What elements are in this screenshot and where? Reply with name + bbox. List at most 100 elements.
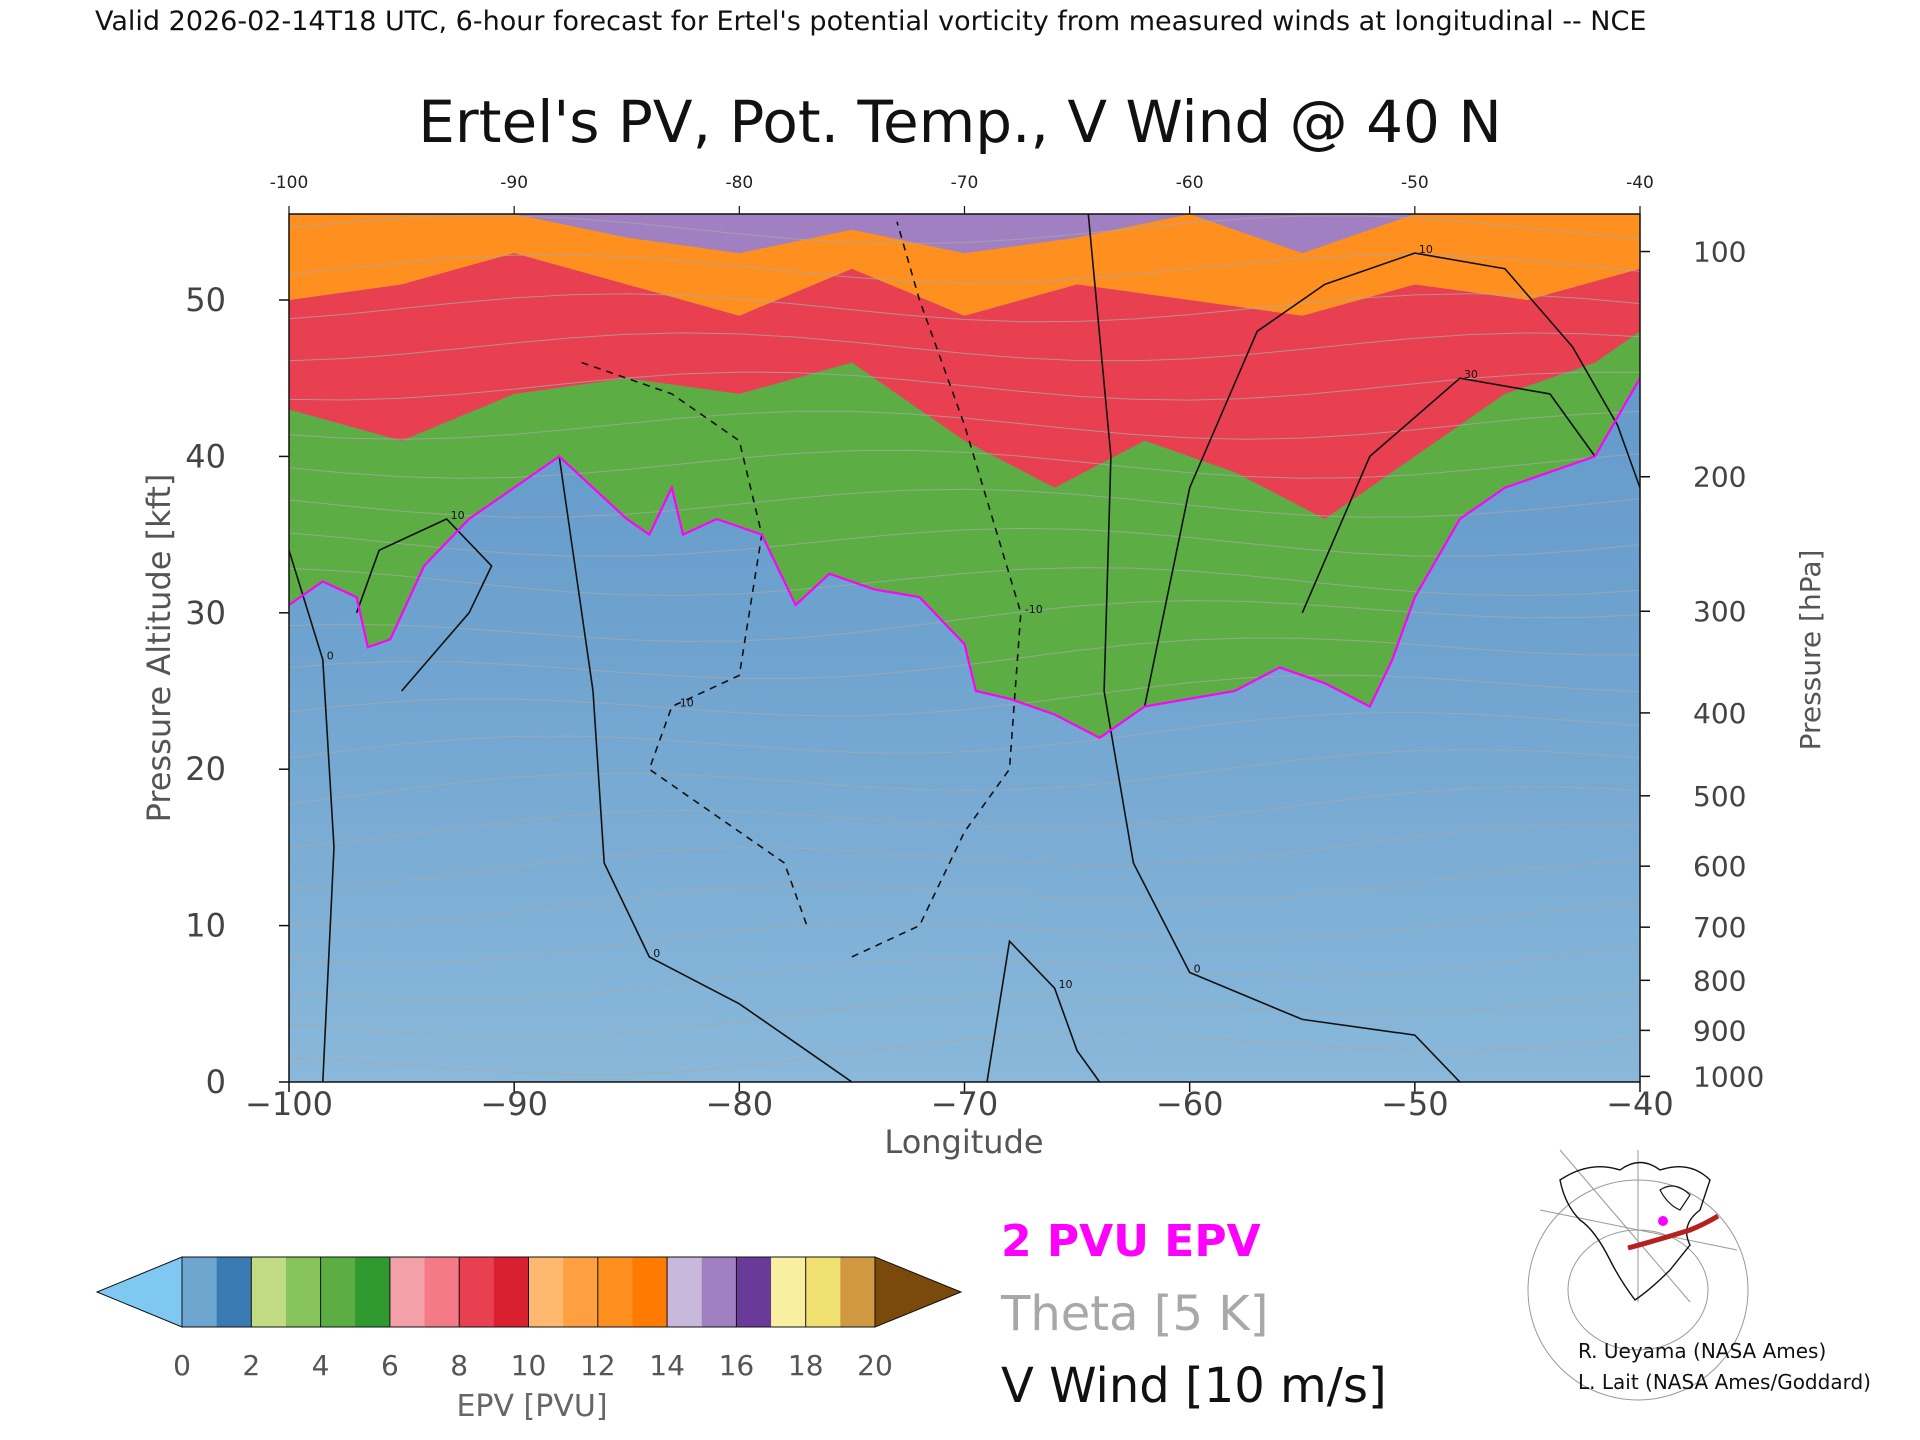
colorbar-tick-label: 4 [312, 1349, 330, 1382]
v-wind-contour-label: -10 [1025, 603, 1043, 616]
top-tick-label: -80 [725, 173, 753, 193]
colorbar-label: EPV [PVU] [456, 1389, 607, 1424]
colorbar-tick-label: 2 [242, 1349, 260, 1382]
x-tick-label: −100 [245, 1085, 333, 1123]
colorbar-swatch [667, 1257, 703, 1327]
colorbar-swatch [424, 1257, 460, 1327]
colorbar-swatch [771, 1257, 807, 1327]
theta-contour [289, 786, 1640, 848]
map-coastline [1559, 1161, 1711, 1301]
x-tick-label: −60 [1156, 1085, 1224, 1123]
theta-contour [289, 990, 1640, 1038]
y-tick-label: 10 [185, 907, 226, 945]
colorbar-tick-label: 20 [857, 1349, 893, 1382]
v-wind-contour [1087, 214, 1461, 1082]
theta-contour [289, 674, 1640, 717]
theta-contour [289, 371, 1640, 401]
top-tick-label: -60 [1176, 173, 1204, 193]
colorbar-swatch [182, 1257, 218, 1327]
theta-contour [289, 332, 1640, 362]
colorbar-swatch [459, 1257, 495, 1327]
map-cross-section-track [1627, 1213, 1720, 1251]
theta-contour [289, 1033, 1640, 1075]
v-wind-contour-label: 10 [1059, 978, 1073, 991]
theta-contour [289, 527, 1640, 557]
colorbar-tick-label: 14 [649, 1349, 685, 1382]
y-tick-label: 50 [185, 281, 226, 319]
theta-contour [289, 861, 1640, 927]
colorbar-swatch [251, 1257, 287, 1327]
colorbar-tick-label: 0 [173, 1349, 191, 1382]
colorbar-swatch [736, 1257, 772, 1327]
y2-axis-label: Pressure [hPa] [1794, 550, 1827, 751]
top-tick-label: -50 [1401, 173, 1429, 193]
v-wind-contour-label: 10 [451, 509, 465, 522]
theta-contour [289, 449, 1640, 479]
pv-band-green [289, 331, 1640, 738]
inset-map [1527, 1149, 1749, 1401]
pressure-tick-label: 500 [1693, 780, 1746, 813]
colorbar-swatch [528, 1257, 564, 1327]
pressure-tick-label: 900 [1693, 1014, 1746, 1047]
pressure-tick-label: 1000 [1693, 1060, 1764, 1093]
colorbar-under-arrow [95, 1256, 183, 1328]
colorbar-tick-label: 12 [580, 1349, 616, 1382]
colorbar-tick-label: 18 [788, 1349, 824, 1382]
theta-contour [289, 293, 1640, 323]
map-coastline [1659, 1185, 1691, 1211]
colorbar-swatch [701, 1257, 737, 1327]
x-tick-label: −90 [480, 1085, 548, 1123]
pressure-tick-label: 400 [1693, 697, 1746, 730]
y-tick-label: 40 [185, 437, 226, 475]
y-tick-label: 30 [185, 594, 226, 632]
x-tick-label: −70 [931, 1085, 999, 1123]
colorbar-swatch [355, 1257, 391, 1327]
top-tick-label: -70 [951, 173, 979, 193]
pressure-tick-label: 600 [1693, 850, 1746, 883]
theta-contour [289, 711, 1640, 759]
colorbar-tick-label: 10 [511, 1349, 547, 1382]
pressure-tick-label: 200 [1693, 461, 1746, 494]
colorbar-swatch [632, 1257, 668, 1327]
colorbar-swatch [320, 1257, 356, 1327]
tropopause-2pvu-line [289, 377, 1640, 740]
y-tick-label: 0 [206, 1063, 226, 1101]
colorbar-tick-label: 6 [381, 1349, 399, 1382]
theta-contour [289, 823, 1640, 889]
pv-band-orange [289, 214, 1640, 316]
v-wind-contour [1143, 252, 1640, 707]
v-wind-contour [355, 518, 493, 692]
y-axis-label: Pressure Altitude [kft] [140, 474, 178, 823]
v-wind-contour [289, 550, 335, 1082]
colorbar-swatch [216, 1257, 252, 1327]
v-wind-contour-label: 0 [653, 947, 660, 960]
colorbar-swatch [597, 1257, 633, 1327]
theta-contour [289, 488, 1640, 518]
pressure-tick-label: 300 [1693, 595, 1746, 628]
theta-contour [289, 945, 1640, 1001]
v-wind-contour-label: 0 [1194, 963, 1201, 976]
valid-time-header: Valid 2026-02-14T18 UTC, 6-hour forecast… [95, 6, 1646, 37]
theta-contour [289, 254, 1640, 284]
v-wind-contour [1301, 377, 1596, 614]
x-tick-label: −40 [1606, 1085, 1674, 1123]
colorbar-swatch [493, 1257, 529, 1327]
top-tick-label: -90 [500, 173, 528, 193]
legend-theta: Theta [5 K] [1000, 1286, 1269, 1342]
colorbar-swatch [285, 1257, 322, 1327]
theta-contour [289, 748, 1640, 805]
colorbar-swatch [563, 1257, 599, 1327]
v-wind-contour-label: -10 [676, 697, 694, 710]
x-tick-label: −80 [706, 1085, 774, 1123]
x-tick-label: −50 [1381, 1085, 1449, 1123]
pv-band-purple [289, 214, 1640, 254]
v-wind-contour-label: 10 [1419, 243, 1433, 256]
legend-v-wind: V Wind [10 m/s] [1001, 1358, 1387, 1414]
map-location-marker [1658, 1216, 1668, 1226]
top-tick-label: -100 [270, 173, 309, 193]
credit-line-2: L. Lait (NASA Ames/Goddard) [1578, 1370, 1871, 1394]
top-tick-label: -40 [1626, 173, 1654, 193]
v-wind-contour-label: 30 [1464, 368, 1478, 381]
pressure-tick-label: 700 [1693, 911, 1746, 944]
